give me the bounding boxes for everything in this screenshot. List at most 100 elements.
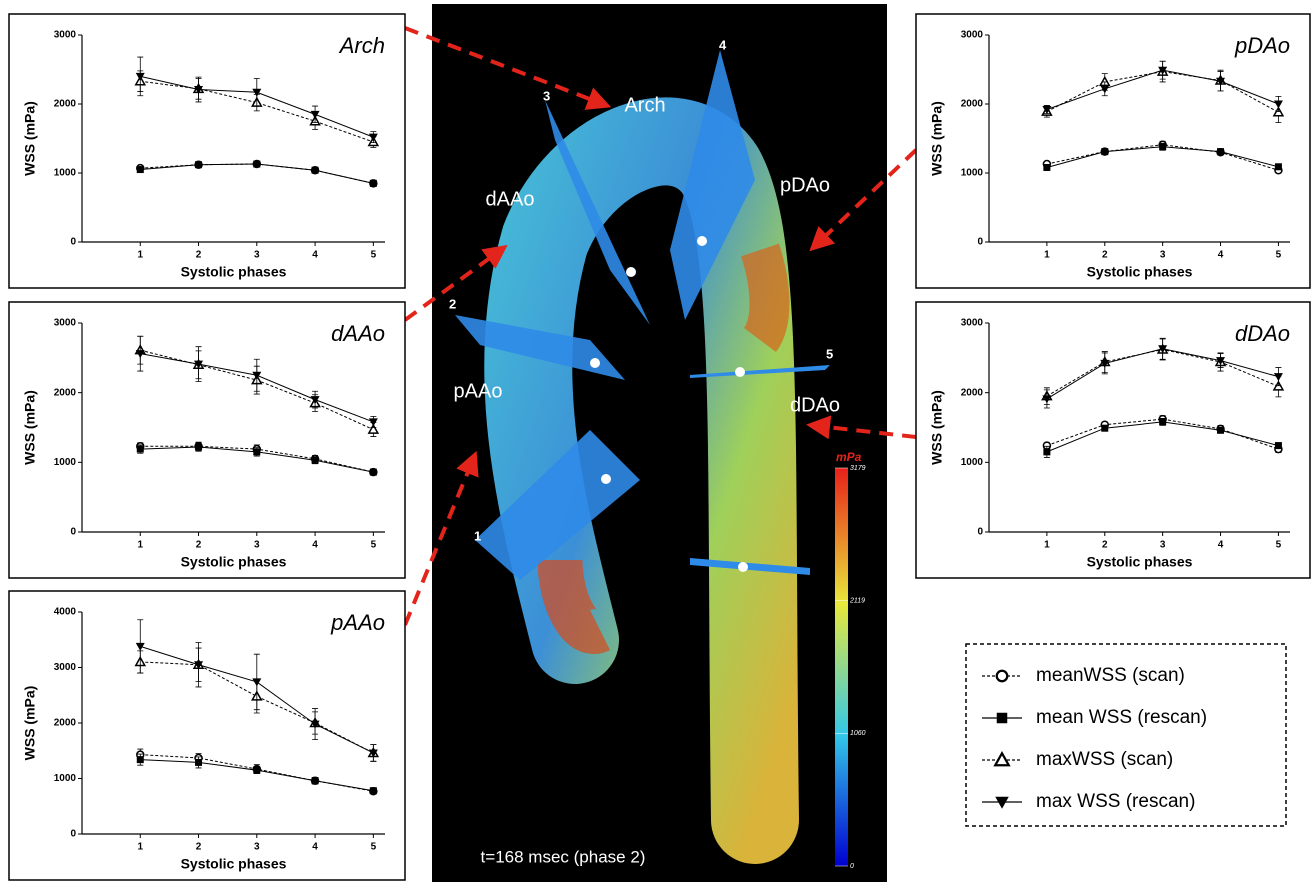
plane-number: 5 xyxy=(826,346,833,361)
marker xyxy=(367,423,380,434)
marker xyxy=(135,72,145,81)
y-tick-label: 3000 xyxy=(54,662,77,673)
y-tick-label: 3000 xyxy=(54,30,77,41)
plane-center xyxy=(738,562,748,572)
marker xyxy=(135,642,145,651)
y-tick-label: 0 xyxy=(70,527,76,538)
colorbar-tick-label: 2119 xyxy=(849,598,865,605)
y-tick-label: 2000 xyxy=(54,718,77,729)
plane-number: 2 xyxy=(449,296,456,311)
marker xyxy=(1043,448,1051,456)
legend-box xyxy=(965,643,1287,827)
x-tick-label: 3 xyxy=(254,842,260,853)
y-tick-label: 0 xyxy=(977,237,983,248)
marker xyxy=(195,161,203,169)
x-tick-label: 4 xyxy=(312,540,318,551)
marker xyxy=(1043,163,1051,171)
x-axis-label: Systolic phases xyxy=(181,264,287,280)
marker xyxy=(252,678,262,687)
x-tick-label: 3 xyxy=(254,250,260,261)
caption: t=168 msec (phase 2) xyxy=(481,847,646,866)
marker xyxy=(1100,359,1110,368)
y-tick-label: 0 xyxy=(70,237,76,248)
x-tick-label: 5 xyxy=(371,250,377,261)
colorbar-ticks: 0 1060 2119 3179 xyxy=(835,465,866,870)
marker xyxy=(311,777,319,785)
x-tick-label: 1 xyxy=(1044,250,1050,261)
y-tick-label: 2000 xyxy=(54,99,77,110)
legend-marker xyxy=(993,750,1011,767)
y-tick-label: 4000 xyxy=(54,607,77,618)
x-tick-label: 2 xyxy=(1102,250,1108,261)
marker xyxy=(136,756,144,764)
x-tick-label: 3 xyxy=(254,540,260,551)
x-tick-label: 4 xyxy=(1218,540,1224,551)
marker xyxy=(1216,77,1226,86)
marker xyxy=(1158,66,1168,75)
x-tick-label: 4 xyxy=(1218,250,1224,261)
x-tick-label: 4 xyxy=(312,842,318,853)
y-axis-label: WSS (mPa) xyxy=(22,101,38,176)
plane-center xyxy=(697,236,707,246)
plane xyxy=(690,558,810,575)
x-axis-label: Systolic phases xyxy=(1087,264,1193,280)
marker xyxy=(368,133,378,142)
chart-title: Arch xyxy=(338,33,385,58)
chart-panel: 0 1000 2000 3000 1 2 3 4 5 Systolic phases WSS (mP… xyxy=(8,13,406,289)
y-tick-label: 3000 xyxy=(961,318,984,329)
x-tick-label: 2 xyxy=(196,540,202,551)
marker xyxy=(368,749,378,758)
marker xyxy=(311,166,319,174)
x-tick-label: 1 xyxy=(1044,540,1050,551)
legend-marker xyxy=(996,712,1008,724)
legend-label: max WSS (rescan) xyxy=(1036,791,1195,812)
legend: meanWSS (scan) mean WSS (rescan) maxWSS (s… xyxy=(982,665,1207,812)
plane-center xyxy=(601,474,611,484)
marker xyxy=(369,468,377,476)
aorta-hotspot xyxy=(537,559,611,654)
legend-marker xyxy=(995,669,1009,683)
connectors xyxy=(403,26,918,626)
marker xyxy=(1217,426,1225,434)
chart-panel: 0 1000 2000 3000 1 2 3 4 5 Systolic phases WSS (mP… xyxy=(8,301,406,579)
plane-center xyxy=(626,267,636,277)
marker xyxy=(252,88,262,97)
marker xyxy=(195,758,203,766)
marker xyxy=(195,443,203,451)
y-tick-label: 0 xyxy=(70,829,76,840)
legend-label: mean WSS (rescan) xyxy=(1036,707,1207,728)
y-tick-label: 1000 xyxy=(54,457,77,468)
marker xyxy=(1101,424,1109,432)
marker xyxy=(1159,143,1167,151)
marker xyxy=(1273,100,1283,109)
segment-label: dAAo xyxy=(486,188,535,210)
y-tick-label: 0 xyxy=(977,527,983,538)
segment-label: dDAo xyxy=(790,394,840,416)
plane-number: 4 xyxy=(719,37,727,52)
marker xyxy=(1100,85,1110,94)
y-axis-label: WSS (mPa) xyxy=(22,686,38,761)
y-tick-label: 2000 xyxy=(961,387,984,398)
x-tick-label: 4 xyxy=(312,250,318,261)
plane xyxy=(690,365,830,378)
colorbar-title: mPa xyxy=(836,450,862,464)
x-tick-label: 2 xyxy=(196,250,202,261)
plane xyxy=(545,100,650,325)
chart-title: dAAo xyxy=(331,321,385,346)
y-tick-label: 3000 xyxy=(54,318,77,329)
x-tick-label: 1 xyxy=(137,540,143,551)
x-tick-label: 5 xyxy=(371,842,377,853)
x-axis-label: Systolic phases xyxy=(1087,554,1193,570)
aorta xyxy=(484,97,799,864)
arrow xyxy=(403,450,479,626)
marker xyxy=(310,720,320,729)
marker xyxy=(253,766,261,774)
segment-label: Arch xyxy=(624,94,665,116)
marker xyxy=(136,166,144,174)
marker xyxy=(252,371,262,380)
x-axis-label: Systolic phases xyxy=(181,554,287,570)
segment-label: pAAo xyxy=(454,380,503,402)
x-tick-label: 1 xyxy=(137,250,143,261)
